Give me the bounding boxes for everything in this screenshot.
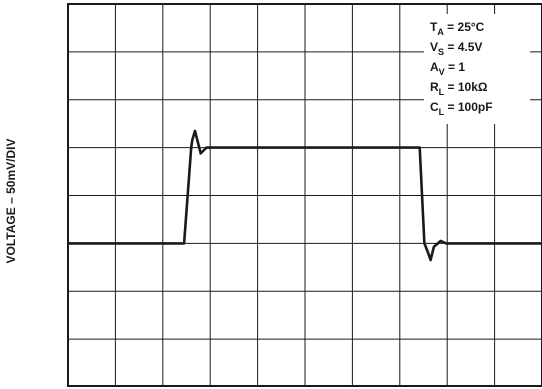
signal-trace xyxy=(68,129,542,262)
condition-label: RL = 10kΩ xyxy=(430,80,488,97)
test-conditions: TA = 25°C VS = 4.5V AV = 1 RL = 10kΩ CL = 10… xyxy=(430,20,493,117)
condition-label: CL = 100pF xyxy=(430,100,493,117)
condition-label: TA = 25°C xyxy=(430,20,485,37)
plot-frame xyxy=(67,3,542,387)
condition-label: VS = 4.5V xyxy=(430,40,482,57)
conditions-box xyxy=(424,14,530,124)
condition-label: AV = 1 xyxy=(430,60,465,77)
